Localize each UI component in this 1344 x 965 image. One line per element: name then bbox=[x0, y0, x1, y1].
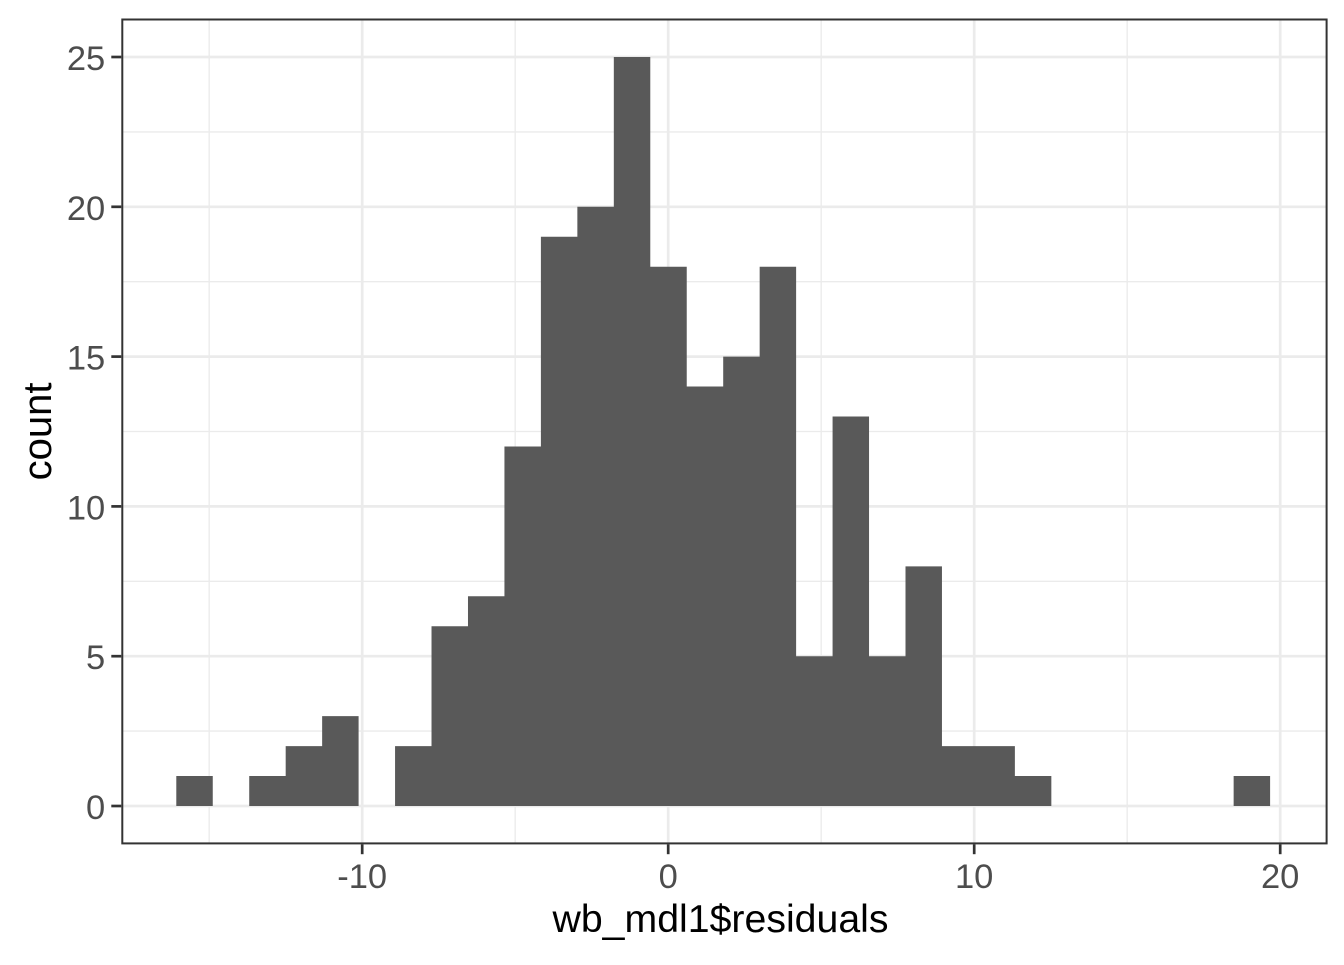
svg-text:wb_mdl1$residuals: wb_mdl1$residuals bbox=[551, 898, 888, 941]
svg-text:20: 20 bbox=[1261, 858, 1299, 896]
svg-text:10: 10 bbox=[67, 489, 105, 527]
svg-text:count: count bbox=[16, 382, 60, 480]
svg-text:0: 0 bbox=[86, 789, 105, 827]
svg-text:-10: -10 bbox=[337, 858, 387, 896]
svg-text:5: 5 bbox=[86, 639, 105, 677]
svg-text:20: 20 bbox=[67, 190, 105, 228]
svg-text:0: 0 bbox=[659, 858, 678, 896]
svg-text:25: 25 bbox=[67, 40, 105, 78]
svg-text:10: 10 bbox=[955, 858, 993, 896]
svg-text:15: 15 bbox=[67, 340, 105, 378]
